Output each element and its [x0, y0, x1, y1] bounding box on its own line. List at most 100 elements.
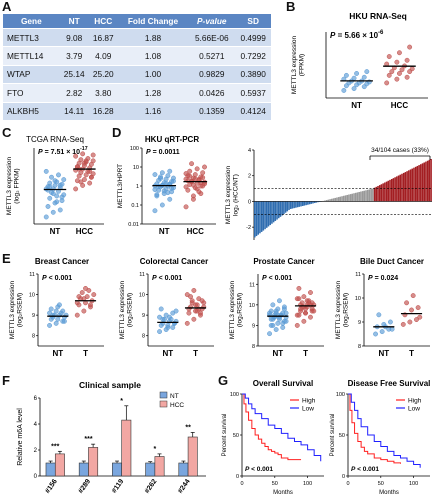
chart-title: Overall Survival — [253, 379, 313, 388]
y-tick-label: 0.1 — [131, 203, 139, 209]
data-point — [186, 310, 192, 316]
table-cell: 1.00 — [117, 64, 189, 84]
annotation-label: 34/104 cases (33%) — [371, 147, 429, 154]
table-row: FTO 2.82 3.80 1.28 0.0426 0.5937 — [3, 83, 271, 103]
y-tick-label: 9 — [358, 320, 361, 326]
data-point — [78, 157, 84, 163]
waterfall-bar — [425, 161, 427, 202]
waterfall-bar — [307, 201, 309, 205]
bar — [78, 462, 89, 477]
waterfall-bar — [267, 201, 270, 227]
data-point — [296, 285, 302, 291]
survival-curve — [242, 393, 322, 462]
waterfall-bar — [337, 197, 340, 202]
waterfall-bar — [392, 178, 395, 202]
category-label: T — [409, 349, 414, 358]
waterfall-bar — [365, 190, 367, 202]
data-point — [59, 194, 65, 200]
data-point — [53, 320, 59, 326]
y-tick-label: -2 — [246, 225, 251, 231]
data-point — [183, 184, 189, 190]
data-point — [199, 298, 205, 304]
data-point — [386, 54, 392, 59]
category-label: NT — [52, 349, 63, 358]
y-tick-label: 11 — [139, 272, 145, 278]
waterfall-bar — [387, 180, 390, 202]
data-point — [191, 316, 197, 322]
data-point — [187, 173, 193, 179]
data-point — [57, 207, 63, 213]
table-cell: 0.4124 — [235, 101, 271, 120]
category-label: NT — [378, 349, 389, 358]
chart-c: TCGA RNA-Seq P = 7.51 × 10-17 METTL3 expre… — [6, 135, 104, 236]
data-point — [170, 325, 176, 330]
data-point — [407, 44, 413, 50]
chart-e2: Colorectal Cancer P < 0.001 8 9 10 11 METTL3 e… — [119, 257, 214, 358]
waterfall-bar — [420, 164, 422, 202]
data-point — [396, 71, 402, 76]
table-cell: 1.16 — [117, 101, 189, 120]
data-point — [83, 158, 89, 164]
chart-title: HKU qRT-PCR — [145, 135, 199, 144]
table-row: WTAP 25.14 25.20 1.00 0.9829 0.3890 — [3, 64, 271, 84]
data-point — [152, 208, 158, 214]
y-tick-label: 50 — [339, 433, 345, 439]
chart-b-svg: HKU RNA-Seq P = 5.66 × 10-6 METTL3 express… — [291, 11, 428, 110]
table-cell: WTAP — [3, 64, 60, 84]
data-point — [47, 322, 52, 328]
waterfall-bar — [351, 193, 354, 202]
y-tick-label: 0 — [248, 199, 251, 205]
table-cell: 3.79 — [59, 46, 89, 66]
chart-title: Colorectal Cancer — [140, 257, 208, 266]
chart-title: Prostate Cancer — [253, 257, 314, 266]
data-point — [183, 171, 189, 177]
bar — [187, 436, 198, 477]
significance-label: ** — [185, 424, 191, 431]
data-point — [165, 190, 171, 196]
data-point — [152, 187, 158, 193]
data-point — [294, 322, 300, 328]
data-point — [73, 186, 79, 192]
chart-c-svg: TCGA RNA-Seq P = 7.51 × 10-17 METTL3 expre… — [6, 135, 104, 236]
data-point — [376, 312, 382, 318]
y-axis-label: METTL3 expression — [119, 281, 126, 340]
data-point — [387, 319, 393, 325]
p-value-label: P = 0.0011 — [146, 149, 180, 156]
waterfall-bar — [339, 196, 342, 202]
y-tick-label: 11 — [249, 282, 255, 288]
bar — [121, 419, 132, 477]
data-point — [343, 72, 349, 78]
data-point — [45, 204, 51, 209]
y-tick-label: 100 — [336, 392, 345, 398]
significance-label: *** — [84, 436, 92, 443]
table-header-cell: SD — [235, 14, 271, 29]
waterfall-bar — [366, 189, 369, 202]
y-axis-label: Relative m6A level — [17, 408, 24, 466]
legend-label: Low — [408, 406, 420, 413]
waterfall-bar — [413, 167, 415, 202]
data-point — [54, 193, 60, 199]
category-label: NT — [159, 227, 170, 236]
data-point — [194, 166, 200, 172]
chart-g1-svg: Overall Survival 0 50 100 0 50 100 Percent surv… — [222, 379, 324, 496]
data-point — [273, 327, 279, 332]
legend-label: High — [302, 398, 316, 405]
waterfall-bar — [327, 199, 330, 202]
data-point — [184, 320, 190, 326]
data-point — [173, 308, 179, 314]
waterfall-bar — [346, 194, 348, 202]
data-point — [281, 306, 287, 312]
data-point — [409, 66, 415, 72]
waterfall-bar — [276, 201, 278, 220]
x-tick-label: 100 — [303, 481, 312, 487]
data-point — [154, 192, 160, 198]
data-point — [275, 320, 281, 326]
data-point — [167, 314, 172, 320]
waterfall-bar — [358, 191, 360, 202]
table-cell: 0.5271 — [188, 46, 236, 66]
waterfall-bar — [291, 201, 294, 209]
table-body: METTL3 9.08 16.87 1.88 5.66E-06 0.4999 METTL14… — [3, 27, 271, 120]
data-point — [277, 298, 282, 304]
waterfall-bar — [313, 201, 316, 204]
table-cell: 0.3890 — [235, 64, 271, 84]
